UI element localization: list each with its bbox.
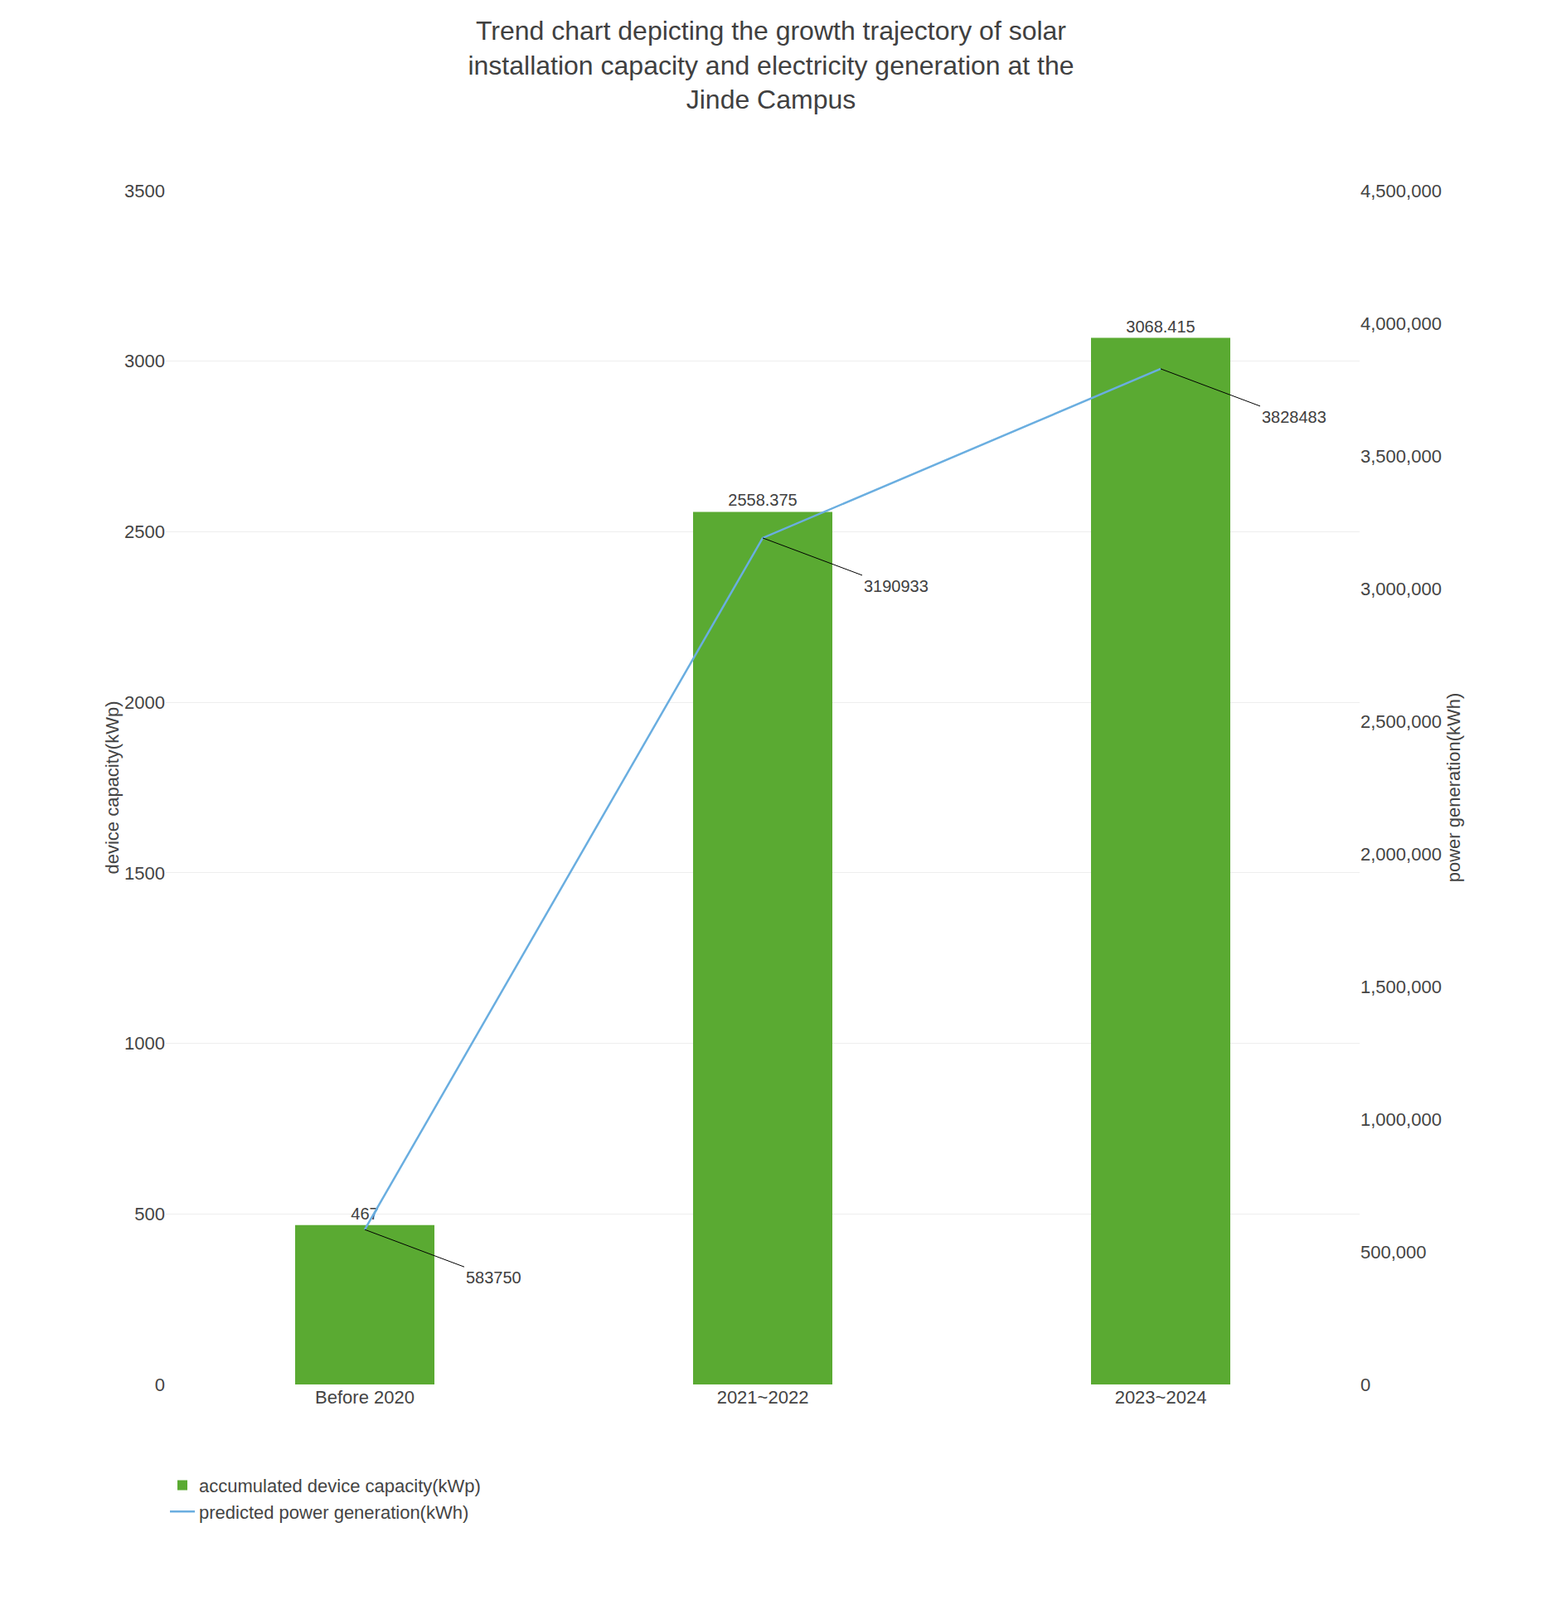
svg-text:2023~2024: 2023~2024 [1115,1386,1208,1408]
svg-text:2500: 2500 [124,521,165,543]
svg-text:4,500,000: 4,500,000 [1360,180,1442,202]
svg-text:2,500,000: 2,500,000 [1360,711,1442,733]
svg-text:3068.415: 3068.415 [1125,317,1195,336]
svg-text:1000: 1000 [124,1032,165,1054]
svg-text:Before 2020: Before 2020 [315,1386,415,1408]
svg-text:4,000,000: 4,000,000 [1360,313,1442,335]
svg-text:2558.375: 2558.375 [727,490,797,510]
svg-text:Trend chart depicting the grow: Trend chart depicting the growth traject… [467,15,1074,115]
svg-text:3,500,000: 3,500,000 [1360,446,1442,467]
svg-text:2,000,000: 2,000,000 [1360,843,1442,865]
svg-text:1500: 1500 [124,863,165,884]
svg-text:0: 0 [155,1374,165,1396]
svg-text:500: 500 [134,1203,165,1225]
svg-text:3828483: 3828483 [1261,407,1327,427]
svg-text:583750: 583750 [465,1268,522,1287]
svg-text:2021~2022: 2021~2022 [717,1386,810,1408]
svg-text:device capacity(kWp): device capacity(kWp) [101,700,123,874]
svg-text:500,000: 500,000 [1360,1241,1427,1263]
svg-text:1,500,000: 1,500,000 [1360,976,1442,998]
svg-text:3000: 3000 [124,350,165,372]
svg-text:0: 0 [1360,1374,1371,1396]
svg-text:3500: 3500 [124,180,165,202]
svg-text:467: 467 [350,1204,379,1223]
svg-text:3190933: 3190933 [863,577,929,596]
svg-text:3,000,000: 3,000,000 [1360,578,1442,600]
svg-text:predicted power generation(kWh: predicted power generation(kWh) [198,1502,469,1523]
svg-text:accumulated device capacity(kW: accumulated device capacity(kWp) [198,1475,481,1497]
svg-text:2000: 2000 [124,692,165,713]
svg-text:1,000,000: 1,000,000 [1360,1109,1442,1130]
svg-text:power generation(kWh): power generation(kWh) [1443,693,1465,883]
